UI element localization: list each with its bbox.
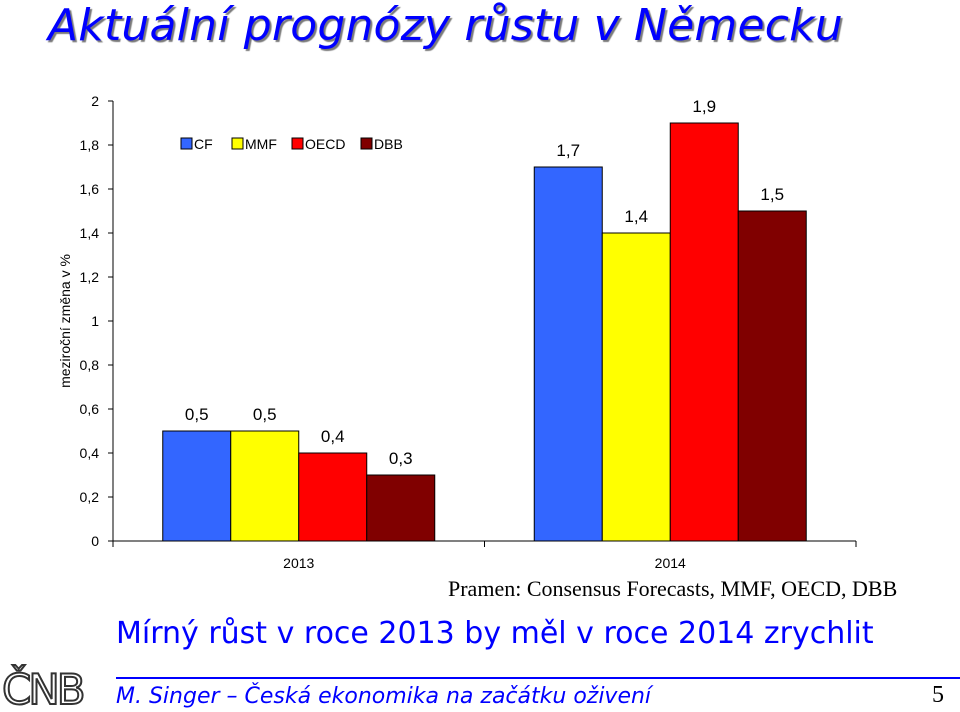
y-tick-label: 1,6 xyxy=(80,181,100,197)
source-note: Pramen: Consensus Forecasts, MMF, OECD, … xyxy=(448,576,898,601)
bar-mmf-2013 xyxy=(230,430,300,542)
legend-label: DBB xyxy=(374,136,403,152)
y-tick-label: 1,4 xyxy=(80,225,100,241)
legend-swatch-cf xyxy=(180,137,193,150)
bar-cf-2013 xyxy=(162,430,232,542)
y-tick-label: 0,6 xyxy=(80,401,100,417)
page-number: 5 xyxy=(932,682,944,708)
y-axis-label: meziroční změna v % xyxy=(57,254,73,388)
svg-text:ČNB: ČNB xyxy=(2,664,83,712)
bar-dbb-2013 xyxy=(366,474,436,542)
footer-text: M. Singer – Česká ekonomika na začátku o… xyxy=(116,684,652,709)
data-label: 1,4 xyxy=(624,207,648,226)
cnb-logo: ČNB xyxy=(1,663,87,712)
data-label: 1,7 xyxy=(556,141,580,160)
data-label: 1,5 xyxy=(760,185,784,204)
slide-subtitle: Mírný růst v roce 2013 by měl v roce 201… xyxy=(116,616,874,651)
y-tick-label: 2 xyxy=(91,93,99,109)
bar-cf-2014 xyxy=(533,166,603,542)
legend-label: CF xyxy=(194,136,213,152)
legend-label: MMF xyxy=(245,136,277,152)
slide-title: Aktuální prognózy růstu v Německu xyxy=(48,0,843,51)
footer-divider xyxy=(116,677,960,679)
bar-oecd-2014 xyxy=(669,122,739,542)
y-tick-label: 0,2 xyxy=(80,489,100,505)
y-tick-label: 1,2 xyxy=(80,269,100,285)
data-label: 1,9 xyxy=(692,97,716,116)
data-label: 0,4 xyxy=(321,427,345,446)
legend-label: OECD xyxy=(305,136,345,152)
x-tick-label: 2014 xyxy=(655,555,686,571)
y-tick-label: 0 xyxy=(91,533,99,549)
x-tick-label: 2013 xyxy=(283,555,314,571)
legend-swatch-dbb xyxy=(360,137,373,150)
data-label: 0,5 xyxy=(253,405,277,424)
y-tick-label: 1,8 xyxy=(80,137,100,153)
data-label: 0,3 xyxy=(389,449,413,468)
data-label: 0,5 xyxy=(185,405,209,424)
bar-chart: 0 0,2 0,4 0,6 0,8 1 1,2 1,4 1,6 1,8 2 meziroční změ… xyxy=(57,93,857,571)
y-tick-label: 0,8 xyxy=(80,357,100,373)
bar-dbb-2014 xyxy=(737,210,807,542)
legend-swatch-mmf xyxy=(231,137,244,150)
legend-swatch-oecd xyxy=(291,137,304,150)
y-tick-label: 1 xyxy=(91,313,99,329)
bar-oecd-2013 xyxy=(298,452,368,542)
y-tick-label: 0,4 xyxy=(80,445,100,461)
bar-mmf-2014 xyxy=(601,232,671,542)
